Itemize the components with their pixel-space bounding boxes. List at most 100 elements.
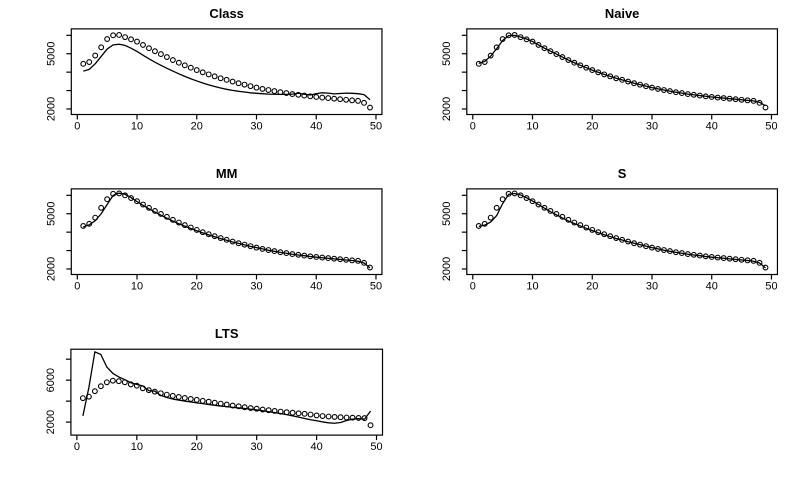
data-point-circle	[714, 94, 721, 101]
data-point-circle	[116, 190, 123, 197]
x-axis-tick-label: 0	[74, 441, 80, 453]
data-points	[475, 190, 769, 271]
y-axis: 2000 5000	[441, 194, 467, 281]
data-point-circle	[331, 413, 338, 420]
data-point-circle	[295, 251, 302, 258]
data-point-circle	[307, 253, 314, 260]
data-point-circle	[211, 73, 218, 80]
data-point-circle	[666, 248, 673, 255]
data-point-circle	[708, 94, 715, 100]
data-point-circle	[193, 67, 200, 74]
data-point-circle	[289, 91, 296, 98]
data-point-circle	[529, 38, 536, 45]
data-point-circle	[690, 251, 697, 258]
data-point-circle	[169, 57, 176, 63]
data-point-circle	[613, 75, 620, 82]
data-point-circle	[553, 51, 560, 58]
data-point-circle	[511, 190, 518, 197]
data-point-circle	[601, 231, 608, 238]
data-point-circle	[122, 192, 129, 199]
data-point-circle	[714, 254, 721, 261]
data-point-circle	[762, 104, 769, 111]
data-point-circle	[523, 195, 530, 201]
data-point-circle	[559, 213, 566, 220]
data-point-circle	[163, 54, 170, 60]
data-point-circle	[271, 407, 278, 414]
x-axis-tick-label: 0	[74, 120, 80, 132]
data-point-circle	[146, 45, 152, 52]
data-point-circle	[475, 60, 482, 67]
x-axis-tick-label: 40	[310, 120, 322, 132]
data-point-circle	[307, 411, 314, 418]
y-axis: 2000 5000	[45, 34, 72, 121]
data-point-circle	[295, 410, 302, 417]
x-axis-tick-label: 40	[310, 441, 322, 453]
data-point-circle	[337, 96, 344, 103]
data-point-circle	[134, 38, 140, 45]
data-point-circle	[259, 406, 266, 413]
x-axis-tick-label: 20	[586, 120, 598, 132]
data-point-circle	[601, 71, 608, 78]
data-point-circle	[355, 257, 361, 264]
x-axis-tick-label: 30	[250, 280, 262, 292]
data-point-circle	[750, 97, 757, 104]
data-point-circle	[193, 226, 200, 233]
data-point-circle	[720, 255, 727, 262]
x-axis: 0 10 20 30 40 50	[470, 114, 778, 132]
data-point-circle	[313, 254, 320, 260]
data-point-circle	[241, 404, 248, 411]
data-point-circle	[187, 224, 194, 231]
x-axis-tick-label: 50	[370, 120, 382, 132]
chart-title: Naive	[605, 6, 640, 21]
y-axis-tick-label: 5000	[45, 202, 57, 226]
data-point-circle	[349, 257, 356, 264]
data-point-circle	[85, 393, 92, 400]
data-point-circle	[187, 396, 194, 402]
chart-naive: Naive 0 10 20 30 40 50 2000 5000	[441, 6, 779, 132]
data-points	[80, 190, 373, 271]
x-axis-tick-label: 10	[131, 441, 143, 453]
data-point-circle	[607, 73, 614, 80]
x-axis-tick-label: 20	[191, 280, 203, 292]
data-point-circle	[475, 222, 482, 229]
data-point-circle	[661, 247, 667, 253]
data-point-circle	[181, 395, 188, 401]
data-point-circle	[247, 83, 254, 90]
data-point-circle	[259, 245, 266, 252]
data-point-circle	[86, 220, 93, 227]
x-axis-tick-label: 50	[765, 120, 777, 132]
data-point-circle	[625, 78, 632, 85]
data-point-circle	[325, 95, 332, 102]
data-line	[83, 43, 371, 101]
data-point-circle	[229, 238, 236, 245]
data-point-circle	[595, 229, 602, 236]
data-point-circle	[133, 382, 140, 389]
data-point-circle	[271, 248, 278, 255]
data-point-circle	[98, 44, 105, 51]
data-point-circle	[625, 238, 632, 245]
data-point-circle	[181, 62, 188, 69]
data-point-circle	[151, 48, 158, 55]
data-point-circle	[481, 59, 488, 65]
data-point-circle	[337, 414, 344, 421]
data-point-circle	[732, 256, 739, 263]
data-point-circle	[343, 96, 350, 103]
data-points	[79, 377, 374, 429]
y-axis-tick-label: 2000	[45, 257, 57, 281]
data-point-circle	[146, 204, 152, 211]
data-point-circle	[241, 81, 248, 88]
data-point-circle	[619, 76, 626, 83]
data-point-circle	[744, 97, 751, 104]
data-point-circle	[511, 32, 518, 38]
data-point-circle	[313, 94, 320, 100]
data-point-circle	[235, 240, 242, 247]
data-point-circle	[241, 241, 248, 248]
data-point-circle	[672, 89, 679, 96]
data-point-circle	[487, 52, 494, 59]
data-point-circle	[750, 257, 757, 264]
data-point-circle	[235, 403, 242, 410]
data-point-circle	[367, 422, 374, 429]
data-point-circle	[247, 405, 254, 411]
data-point-circle	[175, 219, 182, 226]
